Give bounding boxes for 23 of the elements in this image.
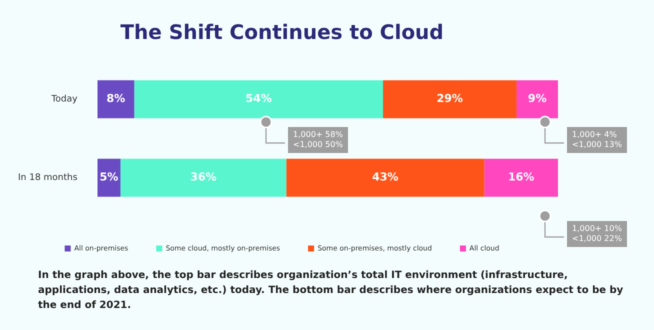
data-label: 36%: [190, 170, 217, 184]
annotation: 1,000+ 58% <1,000 50%: [288, 127, 348, 153]
bar: [382, 80, 517, 118]
data-label: 16%: [508, 170, 534, 184]
text: In the graph above, the top bar describes organization’s total IT environment (infrastructure, applications, data analytics, etc.) today. The bottom bar describes where organizations expect to be by the end of 2021.: [38, 269, 624, 313]
bar: [484, 158, 558, 197]
bar: [286, 158, 484, 197]
data-label: 54%: [245, 92, 272, 106]
bar: [97, 80, 134, 118]
data-label: 43%: [372, 170, 398, 184]
data-label: 9%: [528, 92, 547, 106]
bar: [516, 80, 558, 118]
data-label: 29%: [436, 92, 463, 106]
data-label: 5%: [100, 170, 118, 184]
chart-title: The Shift Continues to Cloud: [120, 20, 444, 44]
bar: [120, 158, 286, 197]
bar: [134, 80, 383, 118]
y-tick-label: Today: [50, 94, 78, 105]
bar: [97, 158, 120, 197]
y-tick-label: In 18 months: [18, 173, 78, 184]
data-label: 8%: [106, 92, 126, 106]
text: 1,000+ 4% <1,000 13%: [567, 127, 627, 153]
text: 1,000+ 10% <1,000 22%: [567, 221, 627, 247]
